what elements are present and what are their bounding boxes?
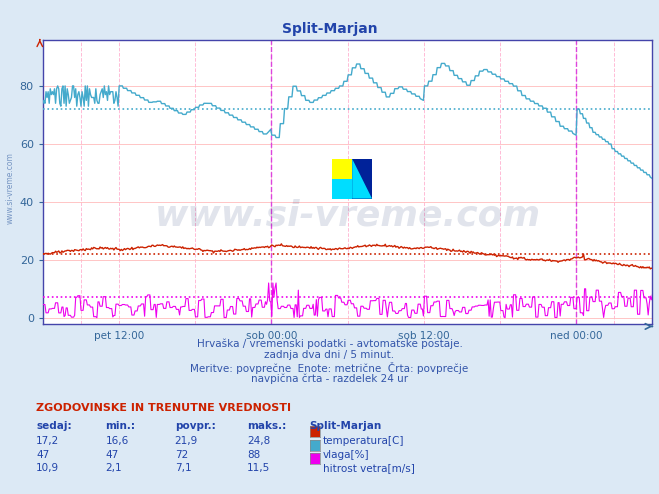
Text: povpr.:: povpr.: [175,421,215,431]
Text: ZGODOVINSKE IN TRENUTNE VREDNOSTI: ZGODOVINSKE IN TRENUTNE VREDNOSTI [36,403,291,412]
Text: min.:: min.: [105,421,136,431]
Text: maks.:: maks.: [247,421,287,431]
Text: 16,6: 16,6 [105,436,129,446]
Text: temperatura[C]: temperatura[C] [323,436,405,446]
Text: navpična črta - razdelek 24 ur: navpična črta - razdelek 24 ur [251,374,408,384]
Text: sob 12:00: sob 12:00 [398,331,449,341]
Text: sedaj:: sedaj: [36,421,72,431]
Text: 88: 88 [247,450,260,459]
Text: sob 00:00: sob 00:00 [246,331,297,341]
Text: 2,1: 2,1 [105,463,122,473]
Text: zadnja dva dni / 5 minut.: zadnja dva dni / 5 minut. [264,350,395,360]
Text: 11,5: 11,5 [247,463,270,473]
Text: 10,9: 10,9 [36,463,59,473]
Text: 7,1: 7,1 [175,463,191,473]
Bar [332,179,352,199]
Bar [352,159,372,199]
Text: pet 12:00: pet 12:00 [94,331,144,341]
Text: Hrvaška / vremenski podatki - avtomatske postaje.: Hrvaška / vremenski podatki - avtomatske… [196,338,463,349]
Bar [332,159,352,179]
Text: ned 00:00: ned 00:00 [550,331,602,341]
Text: 72: 72 [175,450,188,459]
Text: hitrost vetra[m/s]: hitrost vetra[m/s] [323,463,415,473]
Text: Split-Marjan: Split-Marjan [281,22,378,36]
Text: 21,9: 21,9 [175,436,198,446]
Text: Meritve: povprečne  Enote: metrične  Črta: povprečje: Meritve: povprečne Enote: metrične Črta:… [190,362,469,374]
Text: vlaga[%]: vlaga[%] [323,450,370,459]
Text: Split-Marjan: Split-Marjan [310,421,382,431]
Text: 24,8: 24,8 [247,436,270,446]
Text: 47: 47 [36,450,49,459]
Polygon shape [352,159,372,199]
Text: 47: 47 [105,450,119,459]
Text: 17,2: 17,2 [36,436,59,446]
Text: www.si-vreme.com: www.si-vreme.com [5,152,14,224]
Text: www.si-vreme.com: www.si-vreme.com [155,199,540,233]
